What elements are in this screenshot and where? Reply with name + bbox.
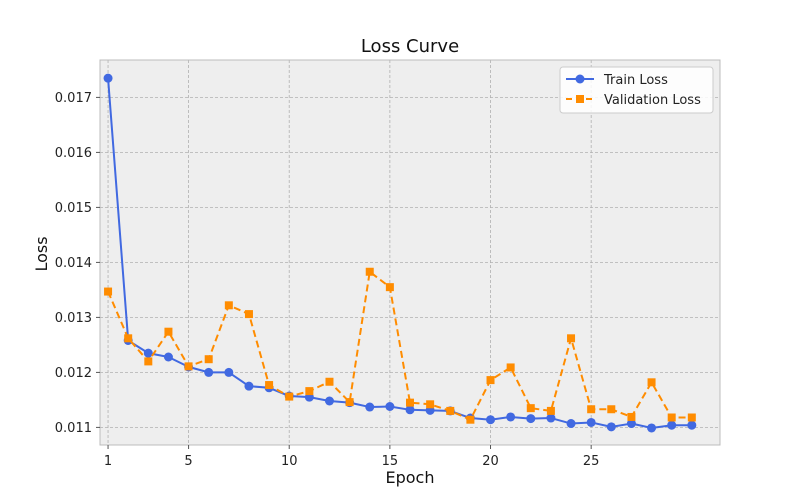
series-layer xyxy=(103,73,697,433)
data-point-train xyxy=(566,419,576,429)
y-tick-label: 0.017 xyxy=(55,91,92,106)
x-axis-label: Epoch xyxy=(386,468,435,487)
y-tick-label: 0.014 xyxy=(55,256,92,271)
legend-marker-train xyxy=(575,74,585,84)
legend: Train Loss Validation Loss xyxy=(559,66,714,114)
data-point-train xyxy=(204,367,214,377)
data-point-validation xyxy=(305,387,314,396)
y-tick-label: 0.011 xyxy=(55,421,92,436)
data-point-validation xyxy=(587,405,596,414)
data-point-validation xyxy=(506,363,515,372)
data-point-train xyxy=(163,352,173,362)
data-point-validation xyxy=(546,406,555,415)
legend-box xyxy=(559,66,714,114)
x-tick-label: 10 xyxy=(281,454,298,469)
x-tick-label: 25 xyxy=(583,454,600,469)
data-point-validation xyxy=(265,381,274,390)
data-point-train xyxy=(647,423,657,433)
data-point-validation xyxy=(164,327,173,336)
data-point-train xyxy=(103,73,113,83)
data-point-validation xyxy=(224,301,233,310)
data-point-validation xyxy=(607,405,616,414)
data-point-validation xyxy=(285,392,294,401)
data-point-validation xyxy=(144,357,153,366)
data-point-train xyxy=(486,415,496,425)
data-point-train xyxy=(586,417,596,427)
data-point-train xyxy=(405,405,415,415)
data-point-validation xyxy=(244,310,253,319)
data-point-validation xyxy=(345,398,354,407)
data-point-validation xyxy=(406,398,414,407)
x-tick-label: 5 xyxy=(184,454,192,469)
data-point-validation xyxy=(647,378,656,387)
data-point-validation xyxy=(486,376,495,385)
data-point-train xyxy=(224,367,234,377)
data-point-validation xyxy=(627,412,636,421)
data-point-validation xyxy=(124,334,133,343)
data-point-train xyxy=(244,381,254,391)
data-point-validation xyxy=(667,413,676,422)
data-point-validation xyxy=(365,267,374,276)
y-tick-label: 0.012 xyxy=(55,366,92,381)
x-tick-label: 15 xyxy=(382,454,399,469)
data-point-train xyxy=(506,412,516,422)
x-tick-label: 1 xyxy=(104,454,112,469)
data-point-train xyxy=(626,419,636,429)
data-point-validation xyxy=(426,400,435,409)
data-point-validation xyxy=(466,415,475,424)
y-tick-label: 0.015 xyxy=(55,201,92,216)
data-point-train xyxy=(687,420,697,430)
y-tick-label: 0.013 xyxy=(55,311,92,326)
series-validation xyxy=(104,267,696,424)
data-point-validation xyxy=(687,413,696,422)
y-tick-label: 0.016 xyxy=(55,146,92,161)
chart-title: Loss Curve xyxy=(361,36,459,57)
y-axis-label: Loss xyxy=(32,236,51,271)
data-point-validation xyxy=(567,334,576,343)
legend-label-validation: Validation Loss xyxy=(604,93,701,108)
data-point-train xyxy=(365,402,375,412)
data-point-train xyxy=(606,422,616,432)
plot-area xyxy=(100,60,720,445)
plot-frame xyxy=(99,59,721,446)
data-point-validation xyxy=(526,404,535,413)
data-point-train xyxy=(385,402,395,411)
data-point-validation xyxy=(204,355,213,364)
data-point-train xyxy=(526,414,536,424)
data-point-validation xyxy=(184,362,193,371)
data-point-validation xyxy=(446,406,455,415)
axis-ticks: 1 5 10 15 20 250.0110.0120.0130.0140.0150.016… xyxy=(55,91,600,469)
legend-marker-validation xyxy=(576,95,584,103)
data-point-train xyxy=(667,420,677,430)
data-point-train xyxy=(143,348,153,358)
x-tick-label: 20 xyxy=(482,454,499,469)
legend-label-train: Train Loss xyxy=(603,73,668,88)
data-point-train xyxy=(546,413,556,423)
data-point-validation xyxy=(385,283,394,292)
data-point-train xyxy=(324,396,334,406)
data-point-validation xyxy=(325,377,334,386)
data-point-validation xyxy=(104,287,113,296)
